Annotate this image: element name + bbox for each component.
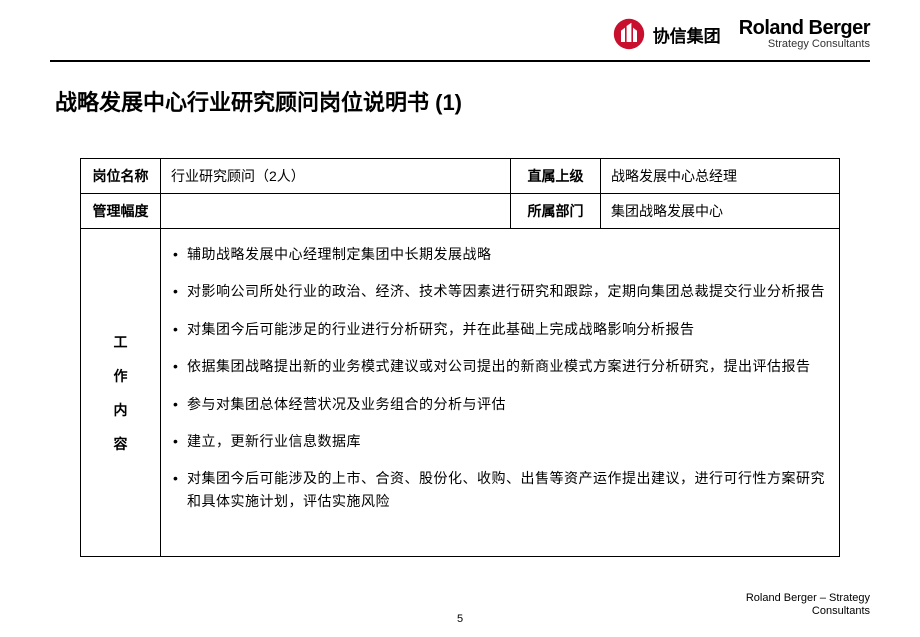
table-row: 岗位名称 行业研究顾问（2人） 直属上级 战略发展中心总经理: [81, 159, 840, 194]
list-item: 对集团今后可能涉及的上市、合资、股份化、收购、出售等资产运作提出建议，进行可行性…: [173, 467, 827, 512]
label-position-name: 岗位名称: [81, 159, 161, 194]
value-management-span: [161, 194, 511, 229]
list-item: 参与对集团总体经营状况及业务组合的分析与评估: [173, 393, 827, 415]
page-title: 战略发展中心行业研究顾问岗位说明书 (1): [55, 85, 462, 117]
job-content-cell: 辅助战略发展中心经理制定集团中长期发展战略 对影响公司所处行业的政治、经济、技术…: [161, 229, 840, 557]
label-char: 作: [91, 366, 150, 386]
label-job-content: 工 作 内 容: [81, 229, 161, 557]
value-position-name: 行业研究顾问（2人）: [161, 159, 511, 194]
value-department: 集团战略发展中心: [601, 194, 840, 229]
footer-line1: Roland Berger – Strategy: [746, 592, 870, 606]
footer-brand: Roland Berger – Strategy Consultants: [746, 592, 870, 620]
page-number: 5: [457, 613, 463, 625]
table-row: 工 作 内 容 辅助战略发展中心经理制定集团中长期发展战略 对影响公司所处行业的…: [81, 229, 840, 557]
list-item: 依据集团战略提出新的业务模式建议或对公司提出的新商业模式方案进行分析研究，提出评…: [173, 355, 827, 377]
label-management-span: 管理幅度: [81, 194, 161, 229]
label-direct-supervisor: 直属上级: [511, 159, 601, 194]
brand-subtitle: Strategy Consultants: [768, 39, 870, 50]
list-item: 对集团今后可能涉足的行业进行分析研究，并在此基础上完成战略影响分析报告: [173, 318, 827, 340]
list-item: 建立，更新行业信息数据库: [173, 430, 827, 452]
footer-line2: Consultants: [746, 605, 870, 619]
label-char: 工: [91, 332, 150, 352]
job-content-list: 辅助战略发展中心经理制定集团中长期发展战略 对影响公司所处行业的政治、经济、技术…: [173, 243, 827, 512]
company-emblem-icon: [613, 18, 645, 50]
label-department: 所属部门: [511, 194, 601, 229]
brand-name: Roland Berger: [739, 18, 870, 38]
brand-logo-right: Roland Berger Strategy Consultants: [739, 18, 870, 50]
job-description-table: 岗位名称 行业研究顾问（2人） 直属上级 战略发展中心总经理 管理幅度 所属部门…: [80, 158, 840, 557]
header-divider: [50, 60, 870, 62]
company-logo-left: 协信集团: [613, 18, 721, 50]
label-char: 容: [91, 434, 150, 454]
header: 协信集团 Roland Berger Strategy Consultants: [613, 18, 870, 50]
value-direct-supervisor: 战略发展中心总经理: [601, 159, 840, 194]
company-name: 协信集团: [653, 22, 721, 47]
table-row: 管理幅度 所属部门 集团战略发展中心: [81, 194, 840, 229]
list-item: 辅助战略发展中心经理制定集团中长期发展战略: [173, 243, 827, 265]
label-char: 内: [91, 400, 150, 420]
list-item: 对影响公司所处行业的政治、经济、技术等因素进行研究和跟踪，定期向集团总裁提交行业…: [173, 280, 827, 302]
